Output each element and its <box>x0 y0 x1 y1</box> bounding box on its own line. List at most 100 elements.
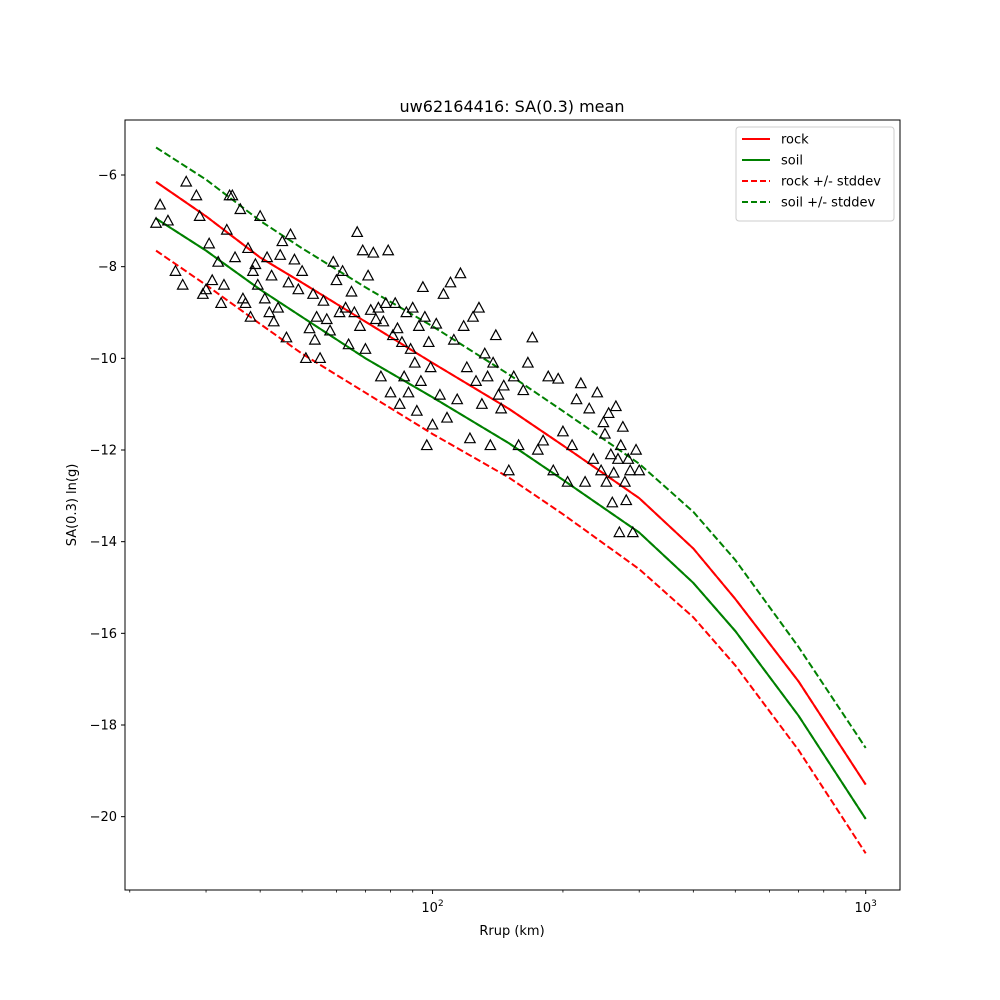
observation-point <box>280 330 293 343</box>
observation-point <box>412 319 426 331</box>
observation-point <box>169 264 182 276</box>
observation-point <box>526 330 539 343</box>
observation-point <box>469 374 483 386</box>
observation-point <box>179 175 193 187</box>
observation-point <box>193 209 206 221</box>
observation-point <box>447 333 461 345</box>
observation-point <box>342 337 355 350</box>
observation-point <box>561 475 574 487</box>
observation-point <box>249 257 262 270</box>
series-line-rock <box>155 181 867 786</box>
observation-point <box>422 335 435 348</box>
axes-frame <box>124 119 901 891</box>
observation-point <box>176 278 189 290</box>
observation-point <box>430 317 443 329</box>
observation-point <box>244 310 257 322</box>
observation-point <box>327 255 340 267</box>
observation-point <box>454 266 467 279</box>
observation-point <box>481 369 494 382</box>
observation-point <box>416 280 430 293</box>
observation-point <box>313 351 327 364</box>
observation-point <box>440 411 454 423</box>
y-axis-label: SA(0.3) ln(g) <box>65 464 80 547</box>
observation-point <box>310 310 323 322</box>
observation-point <box>460 360 474 373</box>
legend-label: rock +/- stddev <box>781 175 881 190</box>
y-tick-label: −18 <box>90 719 117 734</box>
observation-point <box>202 236 216 249</box>
observation-point <box>282 275 295 288</box>
observation-point <box>618 475 632 487</box>
observation-point <box>226 188 239 201</box>
observation-point <box>374 369 388 382</box>
observation-point <box>214 296 228 309</box>
observation-point <box>611 452 625 464</box>
observation-point <box>288 253 301 265</box>
observation-point <box>317 294 330 306</box>
observation-point <box>570 392 583 405</box>
x-tick-label: 103 <box>855 899 877 916</box>
observation-point <box>556 424 570 437</box>
observation-point <box>386 328 400 341</box>
observation-point <box>616 420 630 432</box>
observation-point <box>606 495 619 508</box>
observation-point <box>205 273 219 286</box>
observation-point <box>472 301 486 313</box>
observation-point <box>587 452 600 464</box>
observation-point <box>607 466 620 478</box>
legend-label: rock <box>781 133 809 148</box>
observation-point <box>475 397 489 409</box>
observation-point <box>284 227 297 240</box>
observation-point <box>161 214 175 226</box>
observation-point <box>299 351 313 364</box>
observation-point <box>246 264 260 276</box>
observation-point <box>306 287 320 299</box>
observation-point <box>359 342 372 354</box>
observation-point <box>258 291 272 304</box>
observation-point <box>597 415 610 428</box>
observation-point <box>353 319 367 331</box>
observation-point <box>228 250 242 263</box>
observation-point <box>437 287 450 299</box>
observation-point <box>292 282 305 295</box>
observation-point <box>489 328 503 341</box>
observation-point <box>582 401 596 414</box>
observation-point <box>308 333 322 345</box>
observation-point <box>424 360 437 373</box>
observation-point <box>350 225 364 238</box>
observation-point <box>444 275 457 288</box>
observation-point <box>492 388 505 400</box>
observation-point <box>402 385 415 398</box>
series-line-rock-stddev <box>155 249 867 854</box>
observation-point <box>590 385 604 398</box>
observation-point <box>190 188 203 201</box>
observation-point <box>512 438 525 451</box>
observation-point <box>418 310 432 322</box>
observation-point <box>598 427 612 439</box>
observation-point <box>478 346 491 359</box>
observation-point <box>547 463 560 476</box>
observation-point <box>395 335 409 348</box>
observation-point <box>234 202 247 215</box>
chart-title: uw62164416: SA(0.3) mean <box>400 97 625 116</box>
observation-point <box>574 376 588 389</box>
observation-point <box>408 356 422 368</box>
observation-point <box>497 379 510 391</box>
observation-point <box>330 273 343 286</box>
observation-point <box>391 321 404 334</box>
series-line-soil-stddev <box>155 146 867 749</box>
observation-point <box>486 356 500 368</box>
observation-point <box>260 250 274 263</box>
observation-point <box>361 269 375 281</box>
observation-point <box>420 438 434 451</box>
observation-point <box>348 305 361 318</box>
observation-point <box>433 388 447 400</box>
legend-label: soil <box>781 154 803 169</box>
observation-point <box>414 374 428 386</box>
observation-point <box>404 342 417 354</box>
observation-point <box>629 443 643 455</box>
observation-point <box>199 282 213 295</box>
observation-point <box>345 285 358 297</box>
observation-point <box>263 305 276 318</box>
